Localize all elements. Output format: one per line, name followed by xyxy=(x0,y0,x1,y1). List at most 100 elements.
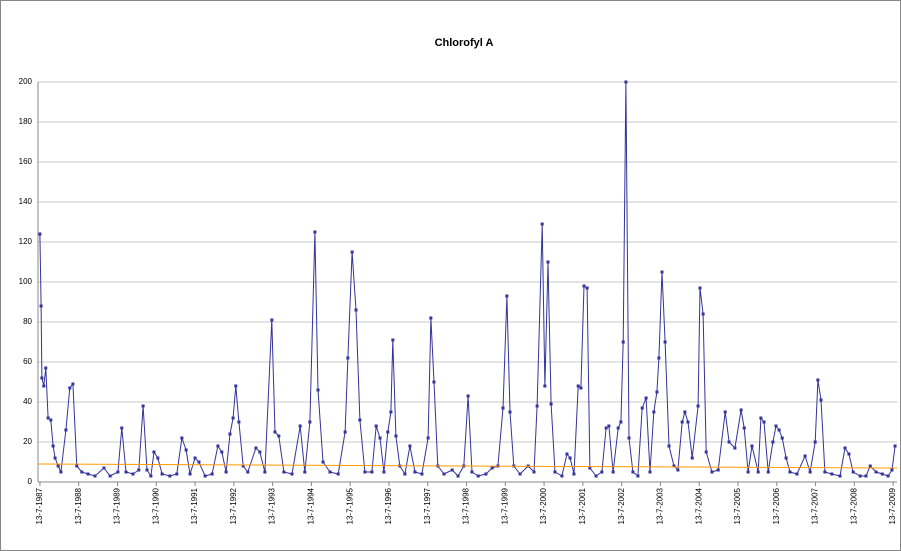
point-marker xyxy=(378,436,382,440)
point-marker xyxy=(145,468,149,472)
x-tick-label: 13-7-1999 xyxy=(500,487,509,524)
x-tick-label: 13-7-1989 xyxy=(113,487,122,524)
point-marker xyxy=(616,426,620,430)
point-marker xyxy=(621,340,625,344)
point-marker xyxy=(784,456,788,460)
point-marker xyxy=(116,470,120,474)
point-marker xyxy=(484,472,488,476)
point-marker xyxy=(49,418,53,422)
point-marker xyxy=(644,396,648,400)
point-marker xyxy=(391,338,395,342)
point-marker xyxy=(108,474,112,478)
point-marker xyxy=(152,450,156,454)
x-tick-label: 13-7-2001 xyxy=(578,487,587,524)
point-marker xyxy=(723,410,727,414)
point-marker xyxy=(660,270,664,274)
point-marker xyxy=(193,456,197,460)
point-marker xyxy=(124,470,128,474)
point-marker xyxy=(64,428,68,432)
point-marker xyxy=(216,444,220,448)
point-marker xyxy=(710,470,714,474)
point-marker xyxy=(120,426,124,430)
point-marker xyxy=(607,424,611,428)
chart-title: Chlorofyl A xyxy=(435,37,494,49)
point-marker xyxy=(203,474,207,478)
point-marker xyxy=(759,416,763,420)
y-tick-label: 120 xyxy=(19,237,33,246)
y-tick-label: 80 xyxy=(23,317,32,326)
x-tick-label: 13-7-2009 xyxy=(888,487,897,524)
point-marker xyxy=(838,474,842,478)
point-marker xyxy=(374,424,378,428)
x-tick-label: 13-7-1996 xyxy=(384,487,393,524)
y-tick-label: 60 xyxy=(23,357,32,366)
point-marker xyxy=(803,454,807,458)
point-marker xyxy=(336,472,340,476)
point-marker xyxy=(358,418,362,422)
x-tick-label: 13-7-1995 xyxy=(345,487,354,524)
point-marker xyxy=(224,470,228,474)
point-marker xyxy=(231,416,235,420)
point-marker xyxy=(813,440,817,444)
point-marker xyxy=(750,444,754,448)
point-marker xyxy=(535,404,539,408)
x-tick-label: 13-7-2006 xyxy=(772,487,781,524)
point-marker xyxy=(370,470,374,474)
point-marker xyxy=(131,472,135,476)
x-tick-label: 13-7-2005 xyxy=(733,487,742,524)
point-marker xyxy=(220,450,224,454)
point-marker xyxy=(354,308,358,312)
x-tick-label: 13-7-1987 xyxy=(35,487,44,524)
point-marker xyxy=(611,470,615,474)
point-marker xyxy=(40,376,44,380)
point-marker xyxy=(663,340,667,344)
point-marker xyxy=(655,390,659,394)
point-marker xyxy=(680,420,684,424)
point-marker xyxy=(696,404,700,408)
x-tick-label: 13-7-2007 xyxy=(811,487,820,524)
point-marker xyxy=(756,470,760,474)
point-marker xyxy=(594,474,598,478)
point-marker xyxy=(795,472,799,476)
point-marker xyxy=(93,474,97,478)
point-marker xyxy=(631,470,635,474)
point-marker xyxy=(819,398,823,402)
point-marker xyxy=(851,470,855,474)
point-marker xyxy=(470,470,474,474)
point-marker xyxy=(53,456,57,460)
point-marker xyxy=(648,470,652,474)
point-marker xyxy=(39,304,43,308)
point-marker xyxy=(701,312,705,316)
point-marker xyxy=(579,386,583,390)
point-marker xyxy=(254,446,258,450)
point-marker xyxy=(572,472,576,476)
point-marker xyxy=(780,436,784,440)
x-tick-label: 13-7-2002 xyxy=(617,487,626,524)
point-marker xyxy=(168,474,172,478)
point-marker xyxy=(303,470,307,474)
point-marker xyxy=(316,388,320,392)
point-marker xyxy=(667,444,671,448)
point-marker xyxy=(864,474,868,478)
y-tick-label: 20 xyxy=(23,437,32,446)
point-marker xyxy=(386,430,390,434)
point-marker xyxy=(624,80,628,84)
point-marker xyxy=(874,470,878,474)
point-marker xyxy=(893,444,897,448)
point-marker xyxy=(532,470,536,474)
point-marker xyxy=(234,384,238,388)
point-marker xyxy=(830,472,834,476)
y-tick-label: 0 xyxy=(28,477,33,486)
point-marker xyxy=(346,356,350,360)
point-marker xyxy=(308,420,312,424)
point-marker xyxy=(273,430,277,434)
point-marker xyxy=(762,420,766,424)
point-marker xyxy=(560,474,564,478)
point-marker xyxy=(160,472,164,476)
point-marker xyxy=(102,466,106,470)
point-marker xyxy=(290,472,294,476)
point-marker xyxy=(75,464,79,468)
x-tick-label: 13-7-2003 xyxy=(656,487,665,524)
point-marker xyxy=(382,470,386,474)
